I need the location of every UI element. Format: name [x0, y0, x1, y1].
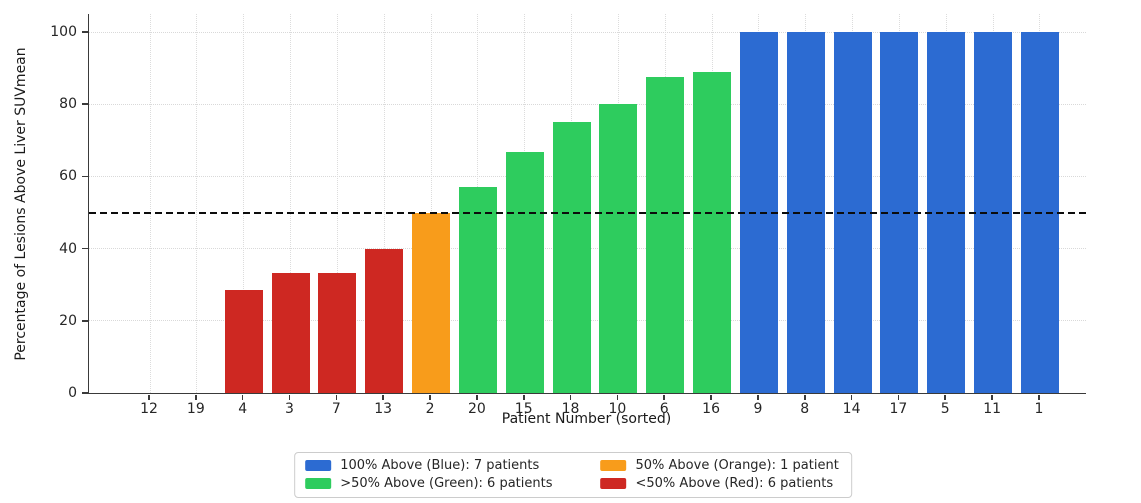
x-tick	[241, 394, 244, 400]
x-gridline	[430, 14, 432, 393]
x-gridline	[149, 14, 151, 393]
legend-swatch-red	[600, 478, 627, 489]
y-tick	[82, 247, 88, 250]
x-tick-label: 2	[425, 401, 435, 417]
x-gridline	[290, 14, 292, 393]
x-tick-label: 8	[800, 401, 810, 417]
x-tick-label: 14	[842, 401, 861, 417]
legend-label: 100% Above (Blue): 7 patients	[340, 458, 540, 473]
x-axis-label: Patient Number (sorted)	[501, 411, 672, 427]
y-gridline	[89, 103, 1086, 105]
plot-area	[88, 14, 1086, 394]
legend: 100% Above (Blue): 7 patients >50% Above …	[294, 452, 852, 498]
x-tick	[944, 394, 947, 400]
x-gridline	[383, 14, 385, 393]
legend-label: 50% Above (Orange): 1 patient	[635, 458, 839, 473]
bar-patient-18	[552, 122, 591, 393]
bar-patient-10	[599, 104, 638, 393]
y-tick	[82, 103, 88, 106]
x-tick-label: 10	[608, 401, 627, 417]
bar-patient-15	[505, 152, 544, 393]
x-tick-label: 12	[140, 401, 158, 417]
legend-item-orange: 50% Above (Orange): 1 patient	[600, 458, 839, 473]
y-tick-label: 20	[59, 312, 77, 329]
x-tick-label: 4	[238, 401, 248, 417]
x-tick	[710, 394, 712, 400]
bar-patient-2	[412, 212, 451, 393]
bar-patient-13	[365, 248, 404, 393]
x-tick-label: 16	[702, 401, 720, 417]
legend-swatch-blue	[305, 460, 332, 471]
legend-item-green: >50% Above (Green): 6 patients	[305, 476, 553, 491]
x-tick-label: 19	[186, 401, 205, 417]
x-tick-label: 15	[514, 401, 533, 417]
x-tick-label: 7	[331, 401, 341, 417]
threshold-line-50	[89, 211, 1086, 214]
x-tick	[335, 394, 338, 400]
y-tick-label: 100	[50, 24, 77, 41]
y-tick	[82, 320, 88, 322]
y-tick-label: 40	[59, 240, 77, 257]
x-tick-label: 3	[285, 401, 294, 417]
bar-patient-4	[224, 289, 263, 393]
x-tick-label: 11	[983, 401, 1002, 417]
legend-label: >50% Above (Green): 6 patients	[340, 476, 553, 491]
y-tick	[82, 31, 88, 33]
y-tick	[82, 175, 88, 178]
legend-swatch-orange	[600, 460, 627, 471]
bar-patient-3	[271, 272, 310, 393]
x-tick-label: 6	[659, 401, 669, 417]
y-gridline	[89, 31, 1086, 33]
bar-patient-16	[693, 72, 732, 393]
x-tick-label: 1	[1034, 401, 1044, 417]
y-tick-label: 0	[68, 385, 77, 401]
x-tick	[288, 394, 291, 400]
y-tick	[82, 392, 88, 394]
x-tick-label: 17	[889, 401, 908, 417]
x-tick	[803, 394, 806, 400]
y-tick-label: 80	[59, 96, 77, 113]
y-axis-label: Percentage of Lesions Above Liver SUVmea…	[13, 47, 29, 361]
legend-item-blue: 100% Above (Blue): 7 patients	[305, 458, 552, 473]
x-gridline	[196, 14, 198, 393]
x-tick-label: 18	[561, 401, 580, 417]
y-tick-label: 60	[59, 168, 77, 185]
x-tick-label: 13	[374, 401, 393, 417]
bar-patient-20	[458, 186, 497, 393]
x-tick	[522, 394, 525, 400]
x-tick	[897, 394, 900, 400]
x-tick	[663, 394, 666, 400]
x-tick	[991, 394, 993, 400]
x-tick	[757, 394, 759, 400]
x-tick	[476, 394, 478, 400]
legend-item-red: <50% Above (Red): 6 patients	[600, 476, 839, 491]
x-tick	[148, 394, 150, 400]
x-tick	[850, 394, 853, 400]
x-tick-label: 20	[467, 401, 486, 417]
x-tick	[429, 394, 431, 400]
x-tick-label: 9	[753, 401, 763, 417]
x-gridline	[336, 14, 338, 393]
x-tick	[195, 394, 197, 400]
x-tick	[382, 394, 384, 400]
x-tick	[1038, 394, 1040, 400]
bar-patient-6	[646, 77, 685, 393]
legend-label: <50% Above (Red): 6 patients	[635, 476, 834, 491]
x-tick	[616, 394, 619, 400]
x-tick	[569, 394, 572, 400]
x-gridline	[243, 14, 245, 393]
legend-swatch-green	[305, 478, 332, 489]
bar-patient-7	[318, 272, 357, 393]
x-tick-label: 5	[940, 401, 950, 417]
